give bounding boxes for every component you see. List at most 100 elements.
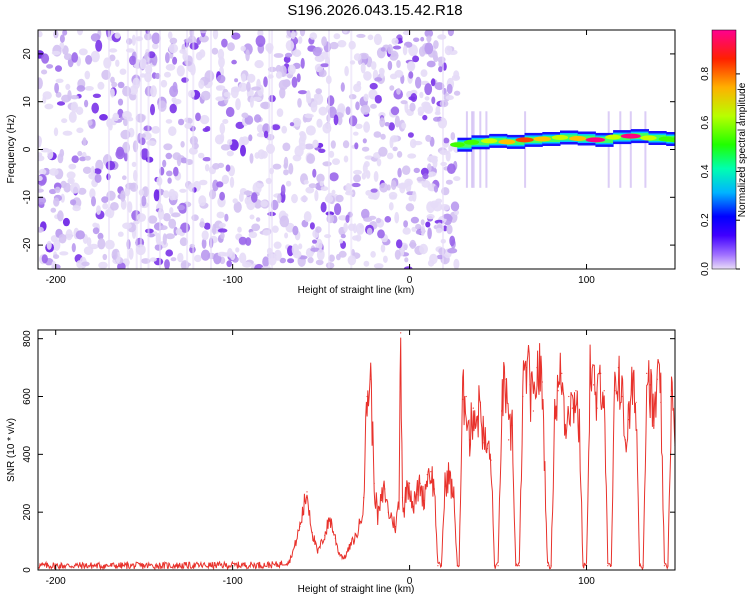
noise-blob: [320, 201, 327, 213]
noise-blob: [342, 30, 348, 34]
noise-blob: [201, 238, 207, 249]
noise-blob: [129, 93, 137, 101]
snr-point: [561, 372, 563, 374]
noise-streak: [271, 30, 273, 269]
noise-blob: [338, 250, 347, 258]
noise-blob: [388, 122, 395, 131]
noise-blob: [292, 117, 302, 127]
noise-blob: [331, 189, 336, 195]
noise-blob: [227, 139, 233, 146]
noise-blob: [273, 53, 284, 58]
snr-point: [575, 390, 577, 392]
noise-blob: [165, 152, 173, 160]
snr-point: [670, 390, 673, 392]
noise-blob: [297, 98, 302, 108]
noise-blob: [352, 223, 357, 234]
spectrogram-y-ticks: -20 -10 0 10 20: [22, 48, 675, 252]
noise-blob: [66, 171, 76, 180]
noise-blob: [247, 73, 256, 83]
snr-point: [557, 390, 559, 392]
noise-blob: [320, 63, 330, 68]
noise-blob: [384, 216, 392, 223]
noise-blob: [361, 172, 367, 180]
noise-blob: [254, 263, 264, 269]
noise-blob: [38, 188, 44, 193]
noise-blob: [365, 170, 371, 179]
noise-blob: [90, 33, 101, 42]
noise-blob: [70, 182, 80, 194]
noise-blob: [97, 81, 105, 90]
noise-blob: [221, 174, 230, 185]
noise-blob: [165, 64, 176, 71]
snr-point: [143, 565, 145, 567]
noise-blob: [55, 65, 62, 72]
noise-blob: [160, 79, 168, 88]
snr-point: [401, 497, 404, 499]
noise-blob: [423, 102, 431, 113]
snr-point: [433, 488, 435, 490]
noise-blob: [430, 78, 436, 87]
noise-blob: [348, 94, 357, 100]
noise-blob: [408, 71, 414, 79]
noise-blob: [355, 123, 363, 129]
noise-streak: [192, 30, 195, 269]
track-spike: [524, 111, 527, 188]
spectrogram-y-tick-label: -20: [22, 237, 33, 252]
noise-streak: [159, 30, 161, 269]
snr-point: [405, 488, 407, 490]
noise-blob: [422, 114, 428, 121]
track-band-core: [471, 139, 490, 146]
noise-blob: [413, 140, 423, 146]
noise-blob: [42, 95, 47, 104]
noise-blob: [51, 260, 57, 269]
snr-point: [276, 564, 278, 566]
snr-point: [311, 531, 313, 534]
noise-blob: [165, 233, 175, 240]
noise-blob: [131, 34, 136, 46]
noise-blob: [304, 113, 314, 119]
snr-point: [522, 395, 524, 398]
snr-point: [582, 565, 584, 567]
noise-blob: [105, 160, 116, 171]
noise-blob: [125, 182, 136, 190]
noise-blob: [55, 78, 64, 84]
noise-blob: [400, 100, 408, 105]
noise-blob: [169, 103, 177, 114]
noise-blob: [235, 98, 241, 111]
noise-streak: [135, 30, 138, 269]
noise-blob: [312, 47, 322, 57]
noise-blob: [453, 176, 461, 182]
noise-blob: [445, 95, 454, 101]
noise-blob: [150, 85, 157, 98]
snr-point: [419, 482, 421, 484]
noise-blob: [167, 31, 173, 40]
track-peak: [667, 137, 675, 143]
noise-blob: [67, 177, 75, 185]
noise-blob: [60, 193, 65, 203]
noise-blob: [389, 85, 395, 91]
noise-blob: [38, 168, 47, 175]
noise-blob: [292, 225, 299, 236]
noise-blob: [402, 45, 408, 56]
noise-blob: [262, 256, 270, 268]
noise-blob: [147, 51, 156, 59]
noise-blob: [152, 43, 159, 50]
noise-blob: [337, 40, 347, 48]
noise-blob: [338, 215, 348, 221]
noise-blob: [283, 56, 291, 63]
snr-point: [476, 419, 478, 421]
noise-blob: [70, 199, 77, 206]
track-peak: [551, 135, 569, 140]
noise-blob: [446, 83, 453, 94]
snr-plot-area: [38, 330, 675, 570]
noise-blob: [255, 35, 266, 47]
noise-blob: [356, 33, 366, 38]
noise-blob: [216, 211, 225, 219]
noise-blob: [62, 30, 68, 36]
noise-blob: [353, 53, 362, 61]
spectrogram-y-tick-label: 10: [22, 96, 33, 108]
noise-blob: [62, 130, 73, 136]
noise-blob: [117, 98, 124, 106]
noise-blob: [255, 217, 261, 222]
